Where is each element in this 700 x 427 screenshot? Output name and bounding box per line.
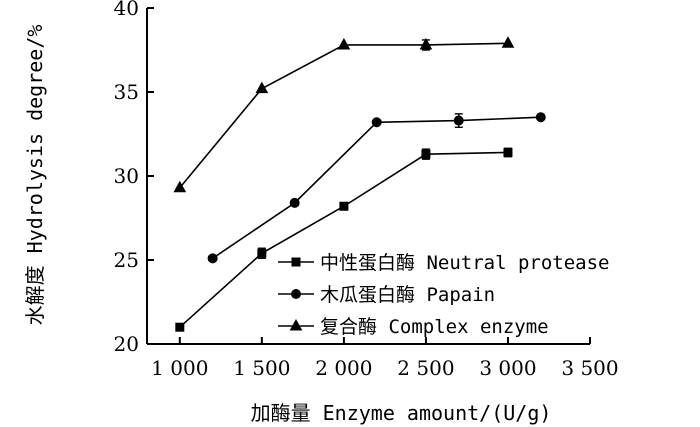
data-point: [255, 81, 269, 94]
legend-marker: [289, 318, 303, 331]
y-tick-label: 35: [114, 80, 139, 104]
data-point: [337, 37, 351, 50]
ticks: 20 25 30 35 40 1 000 1 500 2 000 2 500 3 000 3 500: [114, 0, 619, 380]
data-point: [173, 180, 187, 193]
data-point: [419, 37, 433, 50]
y-tick-label: 25: [114, 248, 139, 272]
y-tick-label: 20: [114, 332, 139, 356]
y-tick-label: 30: [114, 164, 139, 188]
series-circle: [207, 112, 546, 264]
legend-item: 木瓜蛋白酶 Papain: [278, 284, 495, 306]
x-axis-title: 加酶量 Enzyme amount/(U/g): [251, 401, 552, 425]
legend-label: 中性蛋白酶 Neutral protease: [320, 252, 609, 274]
data-point: [339, 201, 349, 211]
data-point: [289, 197, 300, 208]
data-point: [207, 253, 218, 264]
series-group: [173, 36, 546, 332]
data-point: [535, 112, 546, 123]
legend-item: 复合酶 Complex enzyme: [278, 316, 549, 338]
x-tick-label: 1 000: [151, 356, 208, 380]
series-line: [212, 116, 541, 259]
data-point: [371, 117, 382, 128]
legend-marker: [291, 289, 301, 299]
y-axis-title: 水解度 Hydrolysis degree/%: [23, 25, 47, 326]
x-tick-label: 3 500: [561, 356, 618, 380]
x-tick-label: 2 000: [315, 356, 372, 380]
series-square: [175, 147, 513, 332]
x-tick-label: 3 000: [479, 356, 536, 380]
x-tick-label: 1 500: [233, 356, 290, 380]
x-tick-label: 2 500: [397, 356, 454, 380]
legend-item: 中性蛋白酶 Neutral protease: [278, 252, 609, 274]
legend-label: 复合酶 Complex enzyme: [320, 316, 549, 338]
data-point: [501, 36, 515, 48]
legend: 中性蛋白酶 Neutral protease 木瓜蛋白酶 Papain 复合酶 Co…: [278, 252, 609, 338]
y-tick-label: 40: [114, 0, 139, 20]
series-triangle: [173, 36, 515, 193]
data-point: [175, 322, 185, 332]
data-point: [453, 115, 464, 126]
data-point: [503, 147, 513, 157]
legend-marker: [291, 257, 301, 267]
data-point: [257, 248, 267, 258]
legend-label: 木瓜蛋白酶 Papain: [320, 284, 495, 306]
data-point: [421, 149, 431, 159]
